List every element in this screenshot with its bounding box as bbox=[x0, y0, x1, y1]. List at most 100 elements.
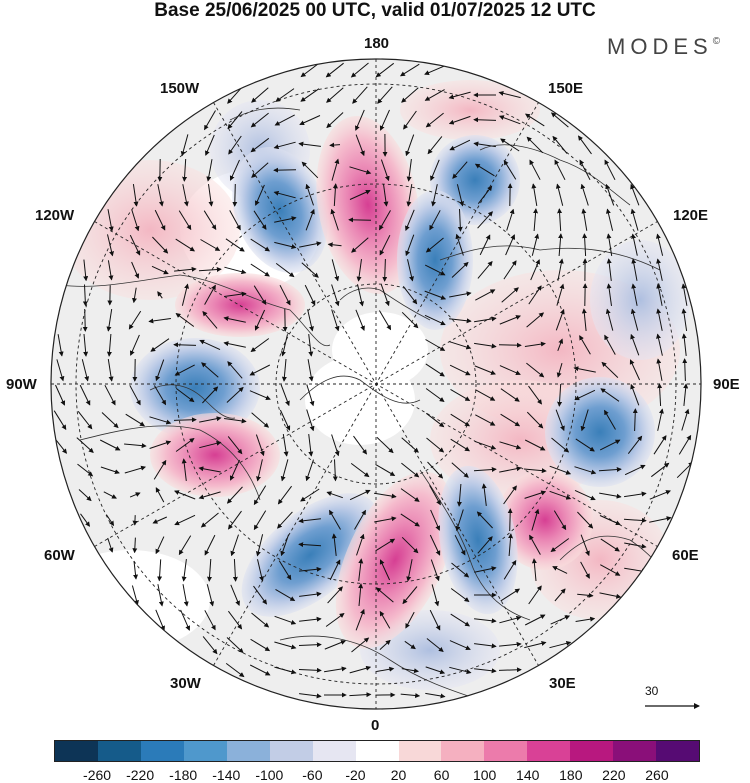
wind-vector bbox=[529, 534, 541, 555]
wind-vector bbox=[599, 515, 621, 526]
wind-vector bbox=[182, 584, 189, 607]
wind-vector bbox=[474, 365, 496, 375]
wind-vector bbox=[630, 383, 640, 406]
wind-vector bbox=[174, 514, 196, 526]
wind-vector bbox=[605, 183, 615, 206]
lon-label-90e: 90E bbox=[713, 376, 740, 393]
wind-vector bbox=[526, 136, 544, 154]
wind-vector bbox=[100, 466, 120, 475]
wind-vector bbox=[53, 410, 67, 431]
colorbar-tick-label: -20 bbox=[345, 767, 366, 783]
wind-vector bbox=[379, 610, 391, 629]
colorbar-tick-label: -60 bbox=[302, 767, 323, 783]
wind-vector bbox=[499, 441, 522, 450]
colorbar-tick-label: 100 bbox=[472, 767, 497, 783]
wind-vector bbox=[152, 516, 168, 524]
wind-vector bbox=[103, 491, 117, 499]
wind-vector bbox=[256, 459, 263, 482]
wind-vector bbox=[523, 468, 547, 474]
wind-vector bbox=[131, 261, 140, 279]
wind-vector bbox=[349, 665, 372, 674]
wind-vector bbox=[250, 638, 271, 652]
wind-vector bbox=[357, 284, 364, 307]
wind-vector bbox=[125, 413, 146, 427]
wind-vector bbox=[505, 234, 516, 256]
wind-vector bbox=[399, 63, 420, 77]
wind-vector bbox=[424, 264, 446, 276]
wind-vector bbox=[250, 112, 269, 128]
wind-vector bbox=[529, 159, 541, 180]
wind-vector bbox=[133, 561, 139, 580]
lon-label-120e: 120E bbox=[673, 207, 709, 224]
wind-vector bbox=[308, 334, 314, 357]
wind-vector bbox=[199, 440, 222, 449]
wind-vector bbox=[600, 538, 620, 552]
wind-vector bbox=[448, 115, 471, 125]
wind-vector bbox=[199, 416, 222, 423]
map-title: Base 25/06/2025 00 UTC, valid 01/07/2025… bbox=[154, 0, 596, 21]
wind-vector bbox=[424, 65, 446, 75]
wind-vector bbox=[555, 183, 564, 206]
wind-vector bbox=[180, 134, 189, 157]
colorbar-tick-label: -140 bbox=[212, 767, 241, 783]
wind-vector bbox=[581, 308, 587, 331]
wind-vector bbox=[456, 483, 462, 507]
wind-vector bbox=[202, 310, 218, 329]
wind-vector bbox=[379, 109, 390, 131]
wind-vector bbox=[356, 533, 365, 556]
wind-vector bbox=[151, 265, 169, 275]
wind-vector bbox=[580, 561, 590, 579]
wind-vector bbox=[549, 490, 572, 500]
wind-vector bbox=[204, 610, 216, 631]
wind-vector bbox=[331, 158, 340, 181]
wind-vector bbox=[524, 341, 546, 347]
wind-vector bbox=[473, 467, 497, 472]
wind-vector bbox=[555, 308, 565, 331]
wind-vector bbox=[605, 308, 614, 331]
wind-vector bbox=[274, 615, 297, 625]
wind-vector bbox=[507, 508, 513, 532]
lon-label-150e: 150E bbox=[548, 80, 584, 97]
wind-vector bbox=[401, 462, 420, 478]
wind-vector bbox=[425, 237, 444, 253]
wind-vector bbox=[474, 342, 497, 349]
wind-vector bbox=[329, 509, 341, 530]
wind-vector bbox=[550, 615, 571, 625]
wind-vector bbox=[298, 542, 322, 548]
wind-vector bbox=[200, 239, 221, 251]
wind-vector bbox=[204, 534, 216, 556]
wind-vector bbox=[500, 413, 521, 427]
wind-vector bbox=[501, 287, 519, 303]
wind-vector bbox=[204, 284, 216, 305]
colorbar-segment bbox=[527, 741, 571, 761]
wind-vector bbox=[228, 510, 242, 530]
wind-vector bbox=[601, 361, 619, 378]
wind-vector bbox=[306, 384, 315, 407]
wind-vector bbox=[557, 258, 564, 281]
wind-vector bbox=[650, 462, 670, 478]
wind-vector bbox=[427, 461, 444, 479]
modes-logo: MODES© bbox=[607, 34, 720, 60]
wind-vector bbox=[526, 312, 545, 328]
wind-vector bbox=[375, 587, 394, 603]
wind-vector bbox=[181, 283, 190, 306]
lon-label-180: 180 bbox=[364, 35, 390, 52]
colorbar-segment bbox=[484, 741, 528, 761]
wind-vector bbox=[199, 339, 221, 351]
wind-vector bbox=[531, 183, 538, 206]
wind-vector bbox=[574, 466, 597, 475]
wind-vector bbox=[555, 409, 565, 432]
wind-vector bbox=[198, 267, 222, 272]
wind-vector bbox=[227, 111, 243, 130]
wind-vector bbox=[400, 693, 421, 698]
colorbar-segment bbox=[570, 741, 614, 761]
wind-vector bbox=[449, 640, 471, 651]
wind-vector bbox=[451, 462, 469, 478]
wind-vector bbox=[375, 62, 395, 78]
wind-vector bbox=[280, 459, 289, 482]
wind-vector bbox=[249, 664, 271, 676]
wind-vector bbox=[498, 115, 521, 125]
wind-vector bbox=[630, 208, 639, 231]
wind-vector bbox=[499, 466, 522, 473]
wind-vector bbox=[205, 134, 215, 156]
